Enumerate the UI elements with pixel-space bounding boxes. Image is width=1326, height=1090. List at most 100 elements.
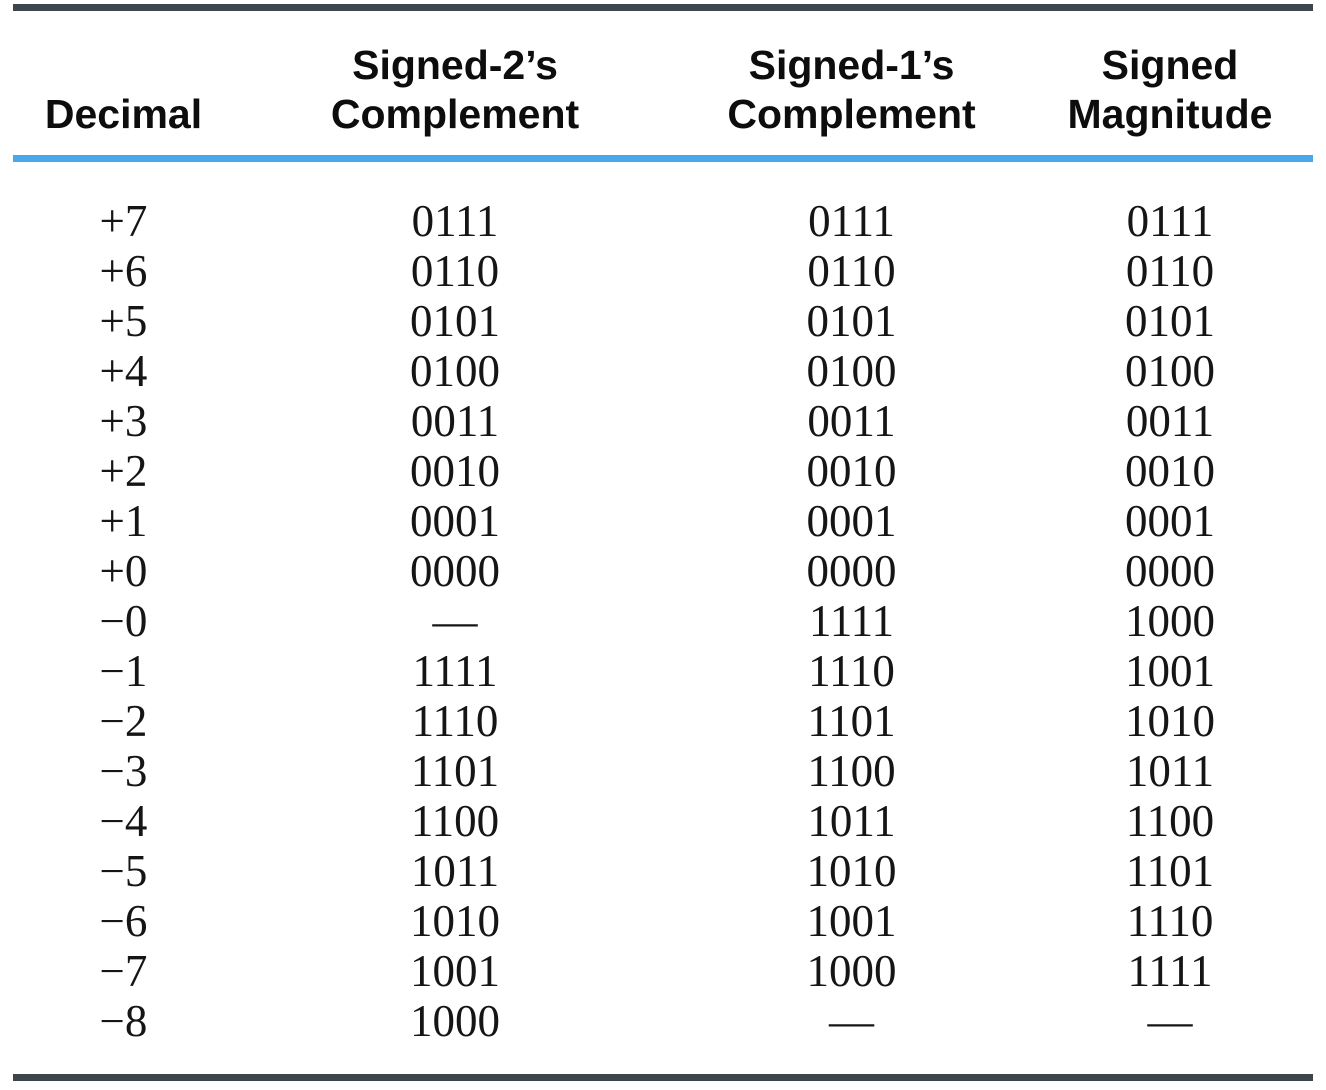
table-row: +1 0001 0001 0001 xyxy=(13,496,1313,546)
table-cell-decimal: −5 xyxy=(99,846,148,896)
table-row: +5 0101 0101 0101 xyxy=(13,296,1313,346)
table-cell-signed-2s-complement: 1111 xyxy=(412,646,498,696)
table-cell-decimal: +1 xyxy=(99,496,148,546)
table-cell-signed-magnitude: 1001 xyxy=(1125,646,1215,696)
table-cell-signed-magnitude: 1011 xyxy=(1125,746,1215,796)
table-cell-signed-1s-complement: 0100 xyxy=(806,346,897,396)
table-body: +7 0111 0111 0111 +6 0110 0110 0110 +5 0101 0101 01… xyxy=(13,159,1313,1078)
table-cell-signed-magnitude: 1010 xyxy=(1125,696,1215,746)
table-cell-signed-2s-complement: 1100 xyxy=(410,796,500,846)
table-cell-decimal: −7 xyxy=(99,946,148,996)
column-header-decimal: Decimal xyxy=(13,7,234,162)
table-cell-decimal: −6 xyxy=(99,896,148,946)
header-line-1: Signed-1’s xyxy=(748,42,955,88)
table-row: −5 1011 1010 1101 xyxy=(13,846,1313,896)
table-cell-signed-1s-complement: — xyxy=(829,996,874,1046)
table-cell-decimal: +5 xyxy=(99,296,148,346)
table-cell-signed-magnitude: 0100 xyxy=(1125,346,1215,396)
header-line-2: Decimal xyxy=(44,91,203,137)
table-cell-signed-1s-complement: 0010 xyxy=(806,446,897,496)
table-cell-signed-2s-complement: 0111 xyxy=(411,196,499,246)
table-row: −8 1000 — — xyxy=(13,996,1313,1078)
table-cell-signed-1s-complement: 0101 xyxy=(806,296,897,346)
table-cell-signed-1s-complement: 1000 xyxy=(806,946,897,996)
table-cell-decimal: −2 xyxy=(99,696,148,746)
table-row: +2 0010 0010 0010 xyxy=(13,446,1313,496)
signed-binary-numbers-table: Decimal Signed-2’s Complement Signed-1’s… xyxy=(13,4,1313,1081)
table-cell-signed-magnitude: 1000 xyxy=(1125,596,1215,646)
header-line-1: Signed-2’s xyxy=(352,42,558,88)
table-cell-signed-magnitude: 1110 xyxy=(1126,896,1214,946)
table-cell-signed-2s-complement: 1000 xyxy=(410,996,500,1046)
table-row: +6 0110 0110 0110 xyxy=(13,246,1313,296)
table-cell-signed-magnitude: 0010 xyxy=(1125,446,1215,496)
table-cell-signed-2s-complement: 0010 xyxy=(410,446,500,496)
header-line-2: Complement xyxy=(727,91,976,137)
column-header-signed-1s-complement: Signed-1’s Complement xyxy=(676,7,1027,162)
header-line-2: Complement xyxy=(330,91,580,137)
table-row: −7 1001 1000 1111 xyxy=(13,946,1313,996)
table-cell-decimal: −3 xyxy=(99,746,148,796)
table-cell-decimal: −4 xyxy=(99,796,148,846)
table-cell-signed-2s-complement: 0100 xyxy=(410,346,500,396)
table-cell-signed-2s-complement: 0011 xyxy=(410,396,500,446)
table-cell-decimal: +3 xyxy=(99,396,148,446)
table-header: Decimal Signed-2’s Complement Signed-1’s… xyxy=(13,7,1313,162)
table-cell-signed-1s-complement: 1001 xyxy=(806,896,897,946)
table-cell-signed-2s-complement: — xyxy=(432,596,478,646)
header-row: Decimal Signed-2’s Complement Signed-1’s… xyxy=(13,7,1313,162)
table-row: −4 1100 1011 1100 xyxy=(13,796,1313,846)
table-cell-signed-2s-complement: 1001 xyxy=(410,946,500,996)
table-cell-signed-2s-complement: 0110 xyxy=(410,246,500,296)
table-cell-signed-magnitude: 1101 xyxy=(1125,846,1215,896)
table-cell-decimal: +2 xyxy=(99,446,148,496)
table-cell-signed-1s-complement: 0111 xyxy=(808,196,895,246)
header-line-1: Signed xyxy=(1101,42,1239,88)
table-cell-signed-magnitude: 1100 xyxy=(1125,796,1215,846)
table-cell-signed-magnitude: 1111 xyxy=(1127,946,1213,996)
table-row: +0 0000 0000 0000 xyxy=(13,546,1313,596)
table-cell-decimal: −1 xyxy=(99,646,148,696)
table-cell-decimal: −0 xyxy=(99,596,148,646)
table-cell-signed-2s-complement: 1101 xyxy=(410,746,500,796)
table-row: −1 1111 1110 1001 xyxy=(13,646,1313,696)
table-row: −0 — 1111 1000 xyxy=(13,596,1313,646)
table-cell-decimal: −8 xyxy=(99,996,148,1046)
table-cell-signed-1s-complement: 1011 xyxy=(807,796,896,846)
table-cell-decimal: +7 xyxy=(99,196,148,246)
table-cell-signed-1s-complement: 1010 xyxy=(806,846,897,896)
table-cell-decimal: +0 xyxy=(99,546,148,596)
table-cell-signed-1s-complement: 0000 xyxy=(806,546,897,596)
table-cell-signed-1s-complement: 1101 xyxy=(807,696,896,746)
table-row: +4 0100 0100 0100 xyxy=(13,346,1313,396)
table-cell-signed-magnitude: 0111 xyxy=(1126,196,1214,246)
table-cell-signed-magnitude: 0000 xyxy=(1125,546,1215,596)
table-row: +7 0111 0111 0111 xyxy=(13,159,1313,247)
header-line-2: Magnitude xyxy=(1067,91,1273,137)
table-cell-signed-magnitude: 0011 xyxy=(1125,396,1215,446)
table-cell-signed-magnitude: 0101 xyxy=(1125,296,1215,346)
table-cell-signed-2s-complement: 1110 xyxy=(411,696,499,746)
table-cell-signed-magnitude: 0001 xyxy=(1125,496,1215,546)
table-cell-signed-1s-complement: 1111 xyxy=(809,596,894,646)
table-cell-signed-2s-complement: 0000 xyxy=(410,546,500,596)
table-cell-signed-1s-complement: 0011 xyxy=(807,396,896,446)
table-cell-signed-magnitude: — xyxy=(1147,996,1193,1046)
table-cell-signed-1s-complement: 1100 xyxy=(807,746,896,796)
column-header-signed-magnitude: Signed Magnitude xyxy=(1027,7,1313,162)
table-cell-signed-magnitude: 0110 xyxy=(1125,246,1215,296)
table-cell-signed-2s-complement: 0101 xyxy=(410,296,500,346)
table-cell-signed-1s-complement: 0110 xyxy=(807,246,896,296)
table-cell-signed-1s-complement: 0001 xyxy=(806,496,897,546)
column-header-signed-2s-complement: Signed-2’s Complement xyxy=(234,7,676,162)
table-cell-decimal: +4 xyxy=(99,346,148,396)
table-cell-signed-2s-complement: 1010 xyxy=(410,896,500,946)
table-cell-signed-2s-complement: 0001 xyxy=(410,496,500,546)
table-cell-signed-1s-complement: 1110 xyxy=(808,646,895,696)
table-cell-signed-2s-complement: 1011 xyxy=(410,846,500,896)
table-row: −3 1101 1100 1011 xyxy=(13,746,1313,796)
table-row: −6 1010 1001 1110 xyxy=(13,896,1313,946)
table-row: +3 0011 0011 0011 xyxy=(13,396,1313,446)
table-row: −2 1110 1101 1010 xyxy=(13,696,1313,746)
